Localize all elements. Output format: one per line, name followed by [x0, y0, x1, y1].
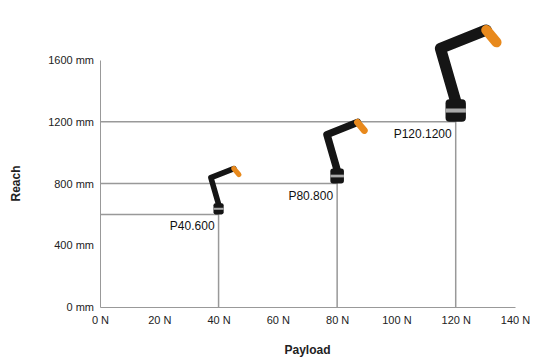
x-axis: 0 N 20 N 40 N 60 N 80 N 100 N 120 N 140 N [92, 307, 530, 326]
chart: 0 mm 400 mm 800 mm 1200 mm 1600 mm 0 N 20 N 40 … [0, 0, 541, 362]
x-tick-label: 100 N [382, 314, 411, 326]
x-tick: 140 N [501, 307, 530, 326]
x-tick: 120 N [442, 307, 471, 326]
robot-icon [327, 122, 364, 183]
y-tick-label: 400 mm [54, 239, 94, 251]
robot-band [213, 208, 223, 210]
y-tick-label: 800 mm [54, 178, 94, 190]
x-tick-label: 40 N [207, 314, 230, 326]
point-label: P80.800 [288, 189, 333, 203]
x-tick: 0 N [92, 307, 109, 326]
robot-tool [486, 30, 496, 42]
x-tick: 80 N [326, 307, 349, 326]
y-axis: 0 mm 400 mm 800 mm 1200 mm 1600 mm [48, 54, 100, 313]
y-axis-title: Reach [9, 165, 23, 201]
y-tick-label: 1600 mm [48, 54, 94, 66]
x-tick: 100 N [382, 307, 411, 326]
point-marker [100, 122, 456, 307]
robot-tool [358, 122, 365, 130]
y-tick: 0 mm [67, 301, 101, 313]
robot-arm [440, 30, 486, 101]
y-tick: 1200 mm [48, 116, 100, 128]
x-tick-label: 140 N [501, 314, 530, 326]
robot-base [330, 169, 344, 184]
point-label: P40.600 [170, 219, 215, 233]
robot-band [446, 109, 466, 113]
x-tick-label: 80 N [326, 314, 349, 326]
robot-icons [211, 30, 497, 214]
y-tick-label: 0 mm [67, 301, 95, 313]
x-tick-label: 60 N [267, 314, 290, 326]
robot-band [330, 175, 344, 178]
point-labels: P40.600 P80.800 P120.1200 [170, 127, 452, 234]
robot-base [213, 203, 223, 214]
x-axis-title: Payload [284, 343, 330, 357]
robot-icon [440, 30, 496, 122]
x-tick-label: 20 N [148, 314, 171, 326]
point-label: P120.1200 [394, 127, 452, 141]
x-tick: 60 N [267, 307, 290, 326]
robot-base [446, 99, 466, 121]
point-marker [100, 214, 219, 307]
robot-arm [211, 169, 234, 205]
robot-tool [234, 169, 239, 175]
plot-area [100, 122, 456, 307]
y-tick: 1600 mm [48, 54, 100, 66]
y-tick-label: 1200 mm [48, 116, 94, 128]
x-tick-label: 0 N [92, 314, 109, 326]
y-tick: 800 mm [54, 178, 100, 190]
y-tick: 400 mm [54, 239, 100, 251]
x-axis-line [101, 307, 516, 308]
robot-icon [211, 169, 239, 215]
x-tick-label: 120 N [442, 314, 471, 326]
x-tick: 40 N [207, 307, 230, 326]
robot-arm [327, 122, 358, 170]
x-tick: 20 N [148, 307, 171, 326]
